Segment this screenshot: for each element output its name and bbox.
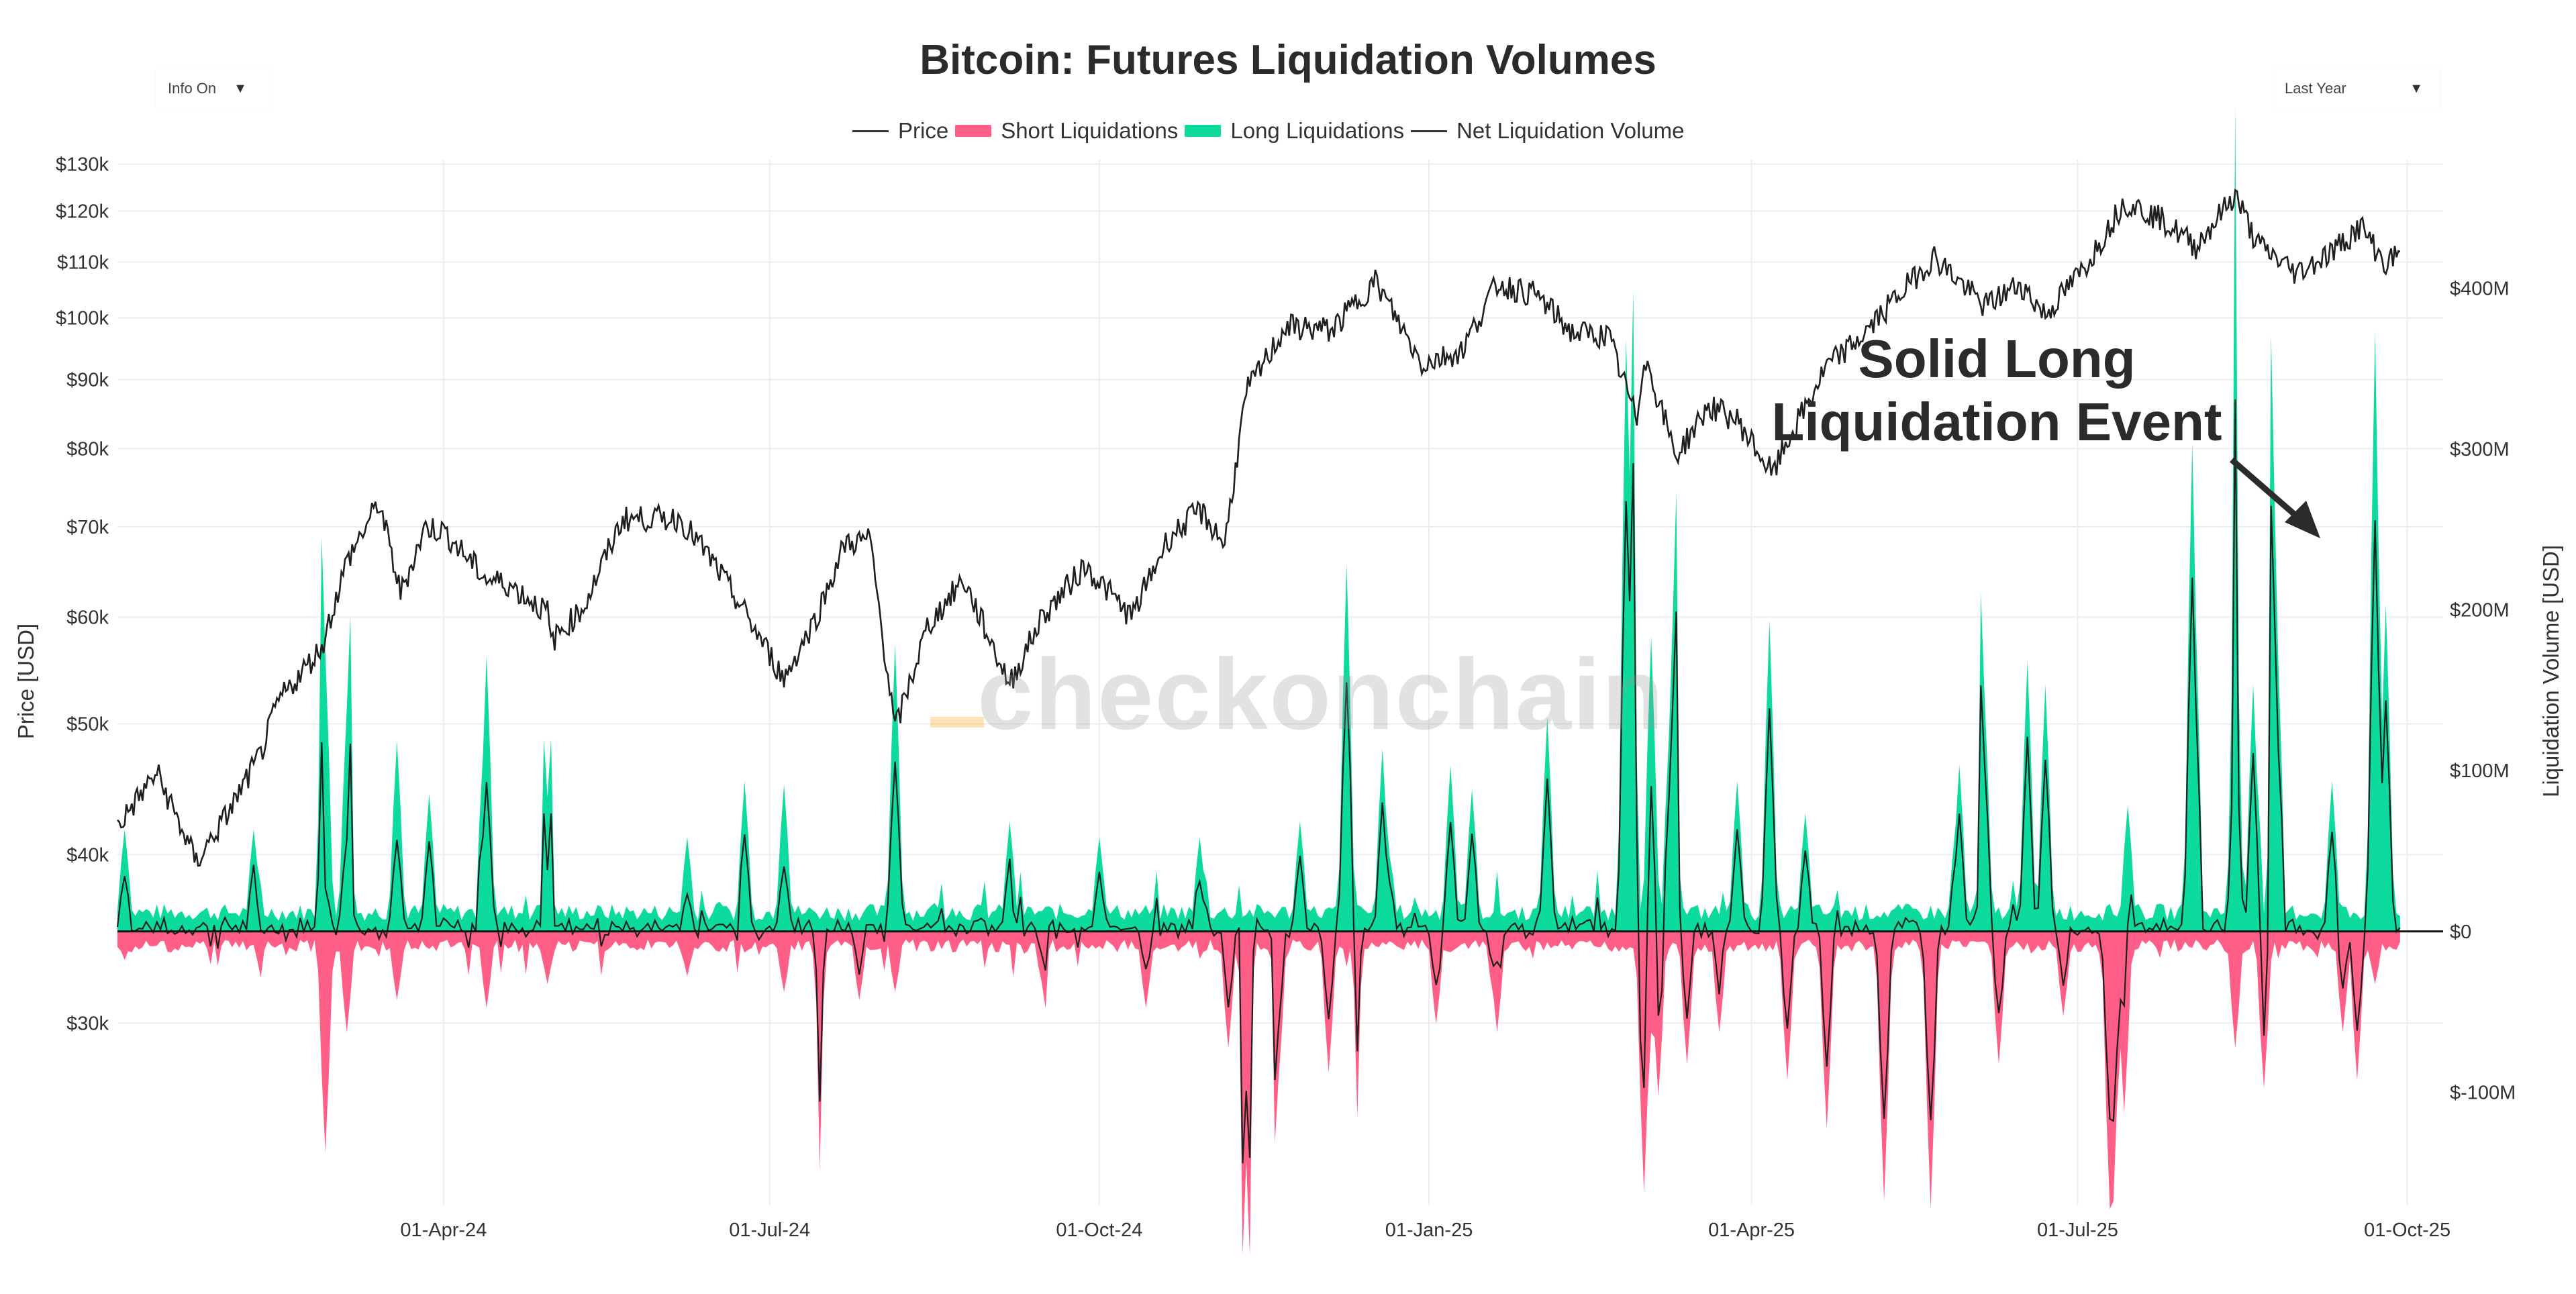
- x-tick-label: 01-Jul-25: [2037, 1220, 2118, 1241]
- y-right-tick-label: $200M: [2450, 600, 2510, 621]
- time-range-dropdown[interactable]: Last Year ▼: [2273, 67, 2440, 110]
- annotation-arrow-head: [2285, 501, 2320, 538]
- time-range-label: Last Year: [2285, 80, 2346, 97]
- watermark: checkonchain: [977, 638, 1665, 750]
- y-right-tick-label: $0: [2450, 922, 2471, 943]
- net-liquidation-line: [116, 399, 2401, 1164]
- x-tick-label: 01-Jul-24: [729, 1220, 810, 1241]
- legend-long-swatch: [1185, 125, 1222, 137]
- legend-item-short[interactable]: Short Liquidations: [955, 118, 1178, 144]
- info-toggle-dropdown[interactable]: Info On ▼: [156, 67, 270, 110]
- x-tick-label: 01-Oct-24: [1056, 1220, 1142, 1241]
- y-left-tick-label: $70k: [66, 517, 109, 538]
- y-left-axis-title: Price [USD]: [13, 624, 38, 739]
- chevron-down-icon: ▼: [234, 81, 247, 96]
- watermark-logo-bar: [930, 717, 984, 728]
- long-liquidations-series: [117, 105, 2400, 932]
- annotation-line-1: Solid Long: [1858, 329, 2136, 389]
- y-right-tick-label: $-100M: [2450, 1082, 2516, 1103]
- x-tick-label: 01-Apr-25: [1708, 1220, 1795, 1241]
- y-left-tick-label: $30k: [66, 1013, 109, 1034]
- x-tick-label: 01-Oct-25: [2364, 1220, 2450, 1241]
- y-right-tick-label: $300M: [2450, 439, 2510, 460]
- chart-gridlines: [117, 160, 2443, 1205]
- short-liquidations-series: [117, 931, 2400, 1256]
- price-series: [117, 188, 2401, 867]
- net-liquidation-series: [116, 399, 2401, 1164]
- legend-net-label: Net Liquidation Volume: [1456, 118, 1685, 143]
- legend-price-swatch: [852, 130, 889, 132]
- legend-long-label: Long Liquidations: [1230, 118, 1405, 143]
- y-left-tick-label: $80k: [66, 438, 109, 460]
- x-tick-label: 01-Jan-25: [1385, 1220, 1473, 1241]
- x-tick-label: 01-Apr-24: [400, 1220, 487, 1241]
- y-left-tick-label: $90k: [66, 370, 109, 391]
- price-line: [117, 188, 2401, 867]
- y-left-tick-label: $120k: [56, 201, 109, 223]
- legend-item-price[interactable]: Price: [852, 118, 948, 144]
- y-left-tick-label: $50k: [66, 714, 109, 736]
- page-title: Bitcoin: Futures Liquidation Volumes: [920, 37, 1656, 83]
- info-toggle-label: Info On: [168, 80, 217, 97]
- annotation-text: Solid Long Liquidation Event: [1745, 328, 2248, 454]
- y-left-tick-label: $40k: [66, 844, 109, 866]
- y-right-tick-label: $100M: [2450, 760, 2510, 782]
- annotation-line-2: Liquidation Event: [1771, 392, 2222, 452]
- y-right-tick-label: $400M: [2450, 279, 2510, 300]
- legend-short-label: Short Liquidations: [1001, 118, 1179, 143]
- y-left-tick-label: $60k: [66, 607, 109, 628]
- short-liquidations-area: [117, 931, 2400, 1256]
- chart-axes: $30k $40k $50k $60k $70k $80k $90k $100k $110k $1…: [13, 154, 2563, 1241]
- annotation-arrow: [2230, 457, 2320, 538]
- legend-net-swatch: [1411, 130, 1448, 132]
- y-right-axis-title: Liquidation Volume [USD]: [2538, 545, 2563, 797]
- legend-item-long[interactable]: Long Liquidations: [1185, 118, 1404, 144]
- legend-item-net[interactable]: Net Liquidation Volume: [1411, 118, 1685, 144]
- legend-price-label: Price: [898, 118, 949, 143]
- y-left-tick-label: $110k: [57, 252, 109, 273]
- y-left-tick-label: $130k: [56, 154, 109, 176]
- long-liquidations-area: [117, 105, 2400, 932]
- chevron-down-icon: ▼: [2410, 81, 2423, 96]
- legend-short-swatch: [955, 125, 992, 137]
- y-left-tick-label: $100k: [56, 308, 109, 330]
- chart-legend: Price Short Liquidations Long Liquidatio…: [852, 114, 1718, 148]
